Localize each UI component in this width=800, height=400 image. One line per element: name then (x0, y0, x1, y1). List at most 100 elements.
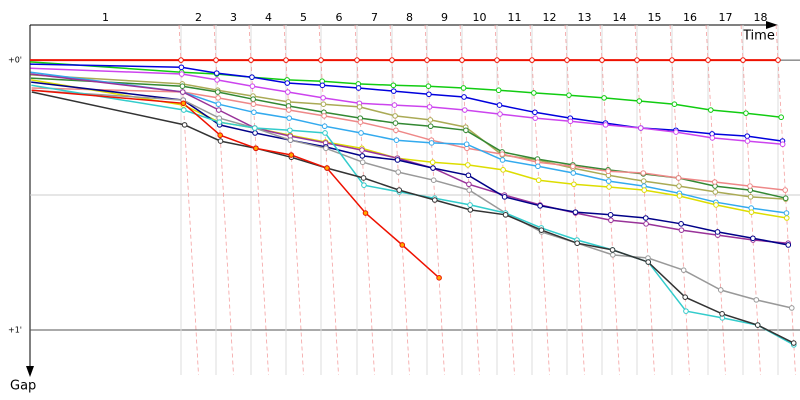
lap-point (570, 163, 576, 170)
lap-point (359, 147, 365, 153)
lap-point (675, 175, 682, 181)
lap-point (571, 181, 577, 188)
lap-point (427, 123, 434, 130)
series-line (30, 71, 787, 214)
lap-point (608, 217, 614, 224)
lap-point (673, 129, 679, 135)
lap-point (609, 247, 616, 253)
lap-point (570, 170, 577, 176)
lap-point (355, 85, 362, 91)
lap-point (465, 172, 472, 179)
lap-point (748, 209, 755, 215)
series-line (30, 61, 782, 118)
lap-point (778, 114, 784, 121)
lap-point (391, 102, 398, 108)
lap-point (357, 119, 364, 125)
lap-point (249, 74, 255, 80)
lap-label: 5 (300, 11, 307, 24)
lap-point (712, 189, 719, 195)
lap-point (671, 101, 678, 107)
lap-point (719, 311, 725, 317)
lap-point (599, 57, 605, 63)
lap-point (215, 101, 222, 107)
lap-point (537, 203, 543, 209)
y-axis-arrow (26, 366, 34, 377)
lap-point (253, 145, 259, 152)
lap-line (740, 24, 761, 376)
lap-point (467, 207, 474, 213)
lap-point (428, 140, 435, 146)
lap-label: 7 (371, 11, 378, 24)
lap-point (494, 57, 500, 63)
lap-point (392, 120, 399, 126)
lap-point (683, 308, 689, 314)
lap-point (747, 194, 754, 200)
lap-point (288, 152, 295, 158)
lap-point (744, 138, 751, 144)
lap-point (636, 98, 643, 104)
lap-point (678, 227, 685, 233)
lap-point (178, 71, 185, 77)
lap-point (250, 101, 257, 107)
lap-point (252, 130, 258, 136)
lap-point (396, 187, 403, 193)
series-line (31, 91, 795, 344)
lap-point (318, 57, 324, 63)
y-tick-label: +0' (8, 56, 22, 65)
lap-point (607, 212, 614, 218)
lap-line (178, 24, 199, 376)
lap-point (531, 90, 537, 96)
lap-label: 1 (102, 11, 109, 24)
lap-point (390, 88, 397, 94)
lap-point (320, 101, 327, 107)
lap-label: 6 (336, 11, 343, 24)
lap-point (775, 57, 781, 63)
lap-point (497, 111, 503, 117)
series-line (31, 89, 792, 309)
lap-point (499, 151, 506, 157)
lap-point (788, 305, 795, 311)
lap-point (785, 242, 792, 248)
lap-point (707, 107, 714, 113)
lap-point (717, 287, 724, 293)
lap-point (431, 197, 438, 203)
lap-point (361, 182, 367, 188)
lap-point (425, 83, 432, 89)
lap-point (360, 175, 367, 181)
lap-label: 13 (578, 11, 592, 24)
lap-line (564, 24, 585, 376)
lap-point (395, 169, 402, 175)
lap-point (538, 227, 545, 233)
lap-point (427, 117, 434, 123)
lap-point (178, 64, 185, 71)
lap-point (359, 153, 366, 159)
lap-point (750, 235, 756, 242)
y-tick-label: +1' (8, 326, 22, 335)
lap-point (392, 113, 398, 119)
lap-point (744, 133, 751, 139)
lap-point (179, 83, 186, 89)
lap-line (459, 24, 480, 376)
lap-point (676, 183, 682, 189)
lap-point (467, 202, 473, 208)
lap-point (461, 107, 468, 113)
lap-point (250, 96, 256, 103)
lap-point (181, 122, 188, 128)
lap-point (214, 89, 221, 95)
lap-point (711, 179, 718, 185)
lap-point (572, 209, 579, 215)
lap-point (463, 127, 469, 134)
lap-label: 18 (754, 11, 768, 24)
lap-point (215, 107, 222, 113)
lap-point (641, 187, 648, 193)
lap-point (680, 267, 687, 273)
lap-point (319, 82, 326, 89)
lap-point (610, 252, 616, 258)
lap-point (321, 123, 328, 130)
lap-point (283, 57, 289, 63)
lap-point (669, 57, 675, 63)
lap-point (783, 210, 790, 216)
lap-point (605, 178, 612, 184)
lap-point (463, 141, 470, 148)
